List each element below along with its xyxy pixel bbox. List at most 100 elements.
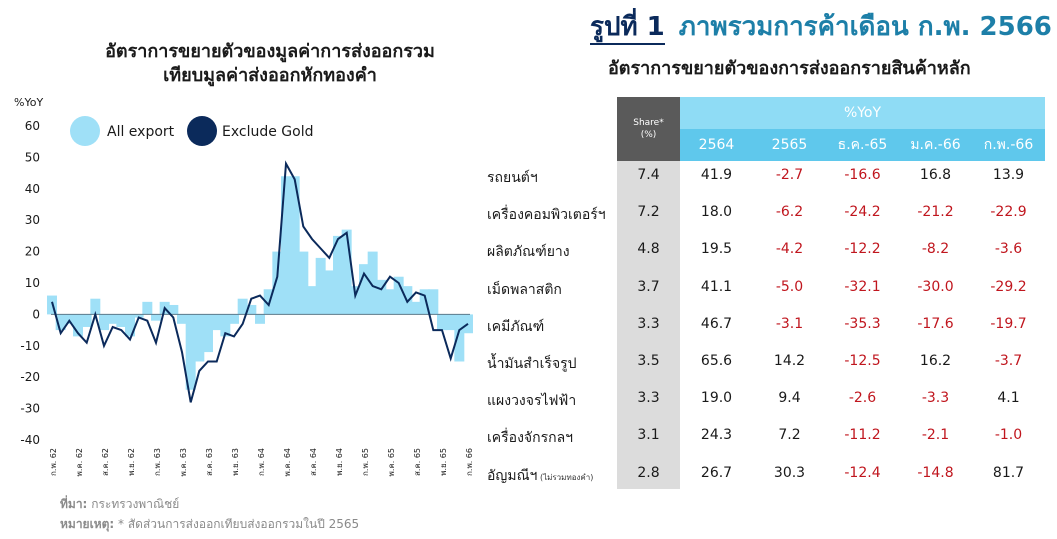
row-label: รถยนต์ฯ — [487, 170, 538, 186]
yoy-cell: 9.4 — [778, 390, 801, 407]
x-tick-label: ก.พ. 62 — [49, 448, 58, 476]
yoy-cell: -12.5 — [844, 353, 881, 369]
row-label: เม็ดพลาสติก — [487, 281, 562, 298]
x-tick-label: พ.ย. 64 — [335, 448, 344, 476]
year-header: ก.พ.-66 — [972, 129, 1045, 161]
all-export-bar — [393, 276, 404, 315]
x-tick-label: ส.ค. 65 — [413, 448, 422, 476]
all-export-bar — [90, 298, 101, 315]
figure-number: รูปที่ 1 — [590, 12, 665, 45]
source-note: ที่มา: กระทรวงพาณิชย์ — [60, 494, 359, 514]
share-cell: 3.1 — [637, 427, 660, 444]
share-cell: 4.8 — [637, 241, 660, 258]
x-tick-label: ส.ค. 63 — [205, 448, 214, 476]
year-header: ธ.ค.-65 — [826, 129, 899, 161]
yoy-cell: 46.7 — [700, 315, 733, 332]
all-export-bar — [315, 257, 326, 315]
x-tick-label: พ.ย. 63 — [231, 448, 240, 476]
yoy-cell: -5.0 — [775, 278, 804, 295]
all-export-bar — [350, 286, 361, 315]
yoy-cell: -6.2 — [775, 204, 804, 221]
all-export-bar — [255, 314, 265, 324]
all-export-bar — [411, 301, 421, 315]
yoy-cell: -3.3 — [921, 390, 950, 407]
all-export-bar — [194, 314, 205, 362]
share-header-label: Share* — [633, 118, 664, 128]
row-label: เครื่องจักรกลฯ — [487, 430, 574, 447]
yoy-cell: -2.6 — [848, 390, 877, 407]
all-export-bar — [116, 314, 127, 327]
row-label: แผงวงจรไฟฟ้า — [487, 393, 577, 410]
share-cell: 2.8 — [637, 464, 660, 481]
all-export-bars — [47, 176, 473, 390]
yoy-cell: -30.0 — [917, 278, 954, 295]
yoy-cell: -12.4 — [844, 464, 881, 481]
share-cell: 7.4 — [637, 167, 660, 183]
x-tick-label: ส.ค. 64 — [309, 448, 318, 476]
source-label: ที่มา: — [60, 497, 88, 511]
x-tick-label: ก.พ. 65 — [361, 448, 370, 476]
row-label-note: (ไม่รวมทองคำ) — [537, 472, 594, 482]
all-export-bar — [437, 314, 447, 331]
row-label: เคมีภัณฑ์ — [487, 318, 545, 335]
legend-exclude-gold-label: Exclude Gold — [222, 124, 314, 140]
legend-all-export-swatch — [70, 116, 100, 146]
yoy-cell: 26.7 — [700, 464, 733, 481]
all-export-bar — [376, 279, 387, 315]
yoy-cell: 19.5 — [700, 241, 733, 258]
yoy-cell: -3.1 — [775, 315, 804, 332]
yoy-cell: -1.0 — [994, 427, 1023, 444]
x-tick-label: ส.ค. 62 — [101, 448, 110, 476]
yoy-cell: -22.9 — [990, 204, 1027, 221]
yoy-cell: 7.2 — [778, 427, 801, 444]
all-export-bar — [272, 251, 283, 315]
all-export-bar — [125, 314, 135, 337]
all-export-bar — [73, 314, 83, 337]
yoy-cell: -3.7 — [994, 353, 1023, 369]
all-export-bar — [185, 314, 196, 390]
all-export-bar — [55, 314, 66, 331]
y-tick-label: -30 — [20, 402, 40, 416]
row-label: อัญมณีฯ (ไม่รวมทองคำ) — [487, 467, 594, 484]
yoy-cell: 14.2 — [773, 353, 806, 369]
y-tick-label: 50 — [25, 150, 40, 164]
y-tick-label: 30 — [25, 213, 40, 227]
all-export-bar — [168, 304, 179, 315]
legend-exclude-gold-swatch — [187, 116, 217, 146]
yoy-cell: -3.6 — [994, 241, 1023, 258]
y-tick-label: 0 — [32, 307, 40, 321]
yoy-cell: -2.1 — [921, 427, 950, 444]
share-header: Share* (%) — [617, 97, 680, 161]
year-header: 2564 — [680, 129, 753, 161]
chart-title-line1: อัตราการขยายตัวของมูลค่าการส่งออกรวม — [105, 41, 435, 62]
share-cell: 3.7 — [637, 278, 660, 295]
figure-title: รูปที่ 1 ภาพรวมการค้าเดือน ก.พ. 2566 — [590, 6, 1052, 47]
y-tick-label: 10 — [25, 276, 40, 290]
yoy-cell: -35.3 — [844, 315, 881, 332]
yoy-cell: -11.2 — [844, 427, 881, 444]
yoy-cell: -24.2 — [844, 204, 881, 221]
all-export-bar — [324, 270, 335, 315]
yoy-cell: -8.2 — [921, 241, 950, 258]
footnote: ที่มา: กระทรวงพาณิชย์ หมายเหตุ: * สัดส่ว… — [60, 494, 359, 534]
yoy-cell: 30.3 — [773, 464, 806, 481]
x-tick-label: พ.ย. 65 — [439, 448, 448, 476]
share-cell: 7.2 — [637, 204, 660, 221]
source-text: กระทรวงพาณิชย์ — [91, 497, 180, 511]
all-export-bar — [298, 251, 309, 315]
yoy-cell: 24.3 — [700, 427, 733, 444]
yoy-cell: -12.2 — [844, 241, 881, 258]
all-export-bar — [220, 314, 231, 337]
remark-note: หมายเหตุ: * สัดส่วนการส่งออกเทียบส่งออกร… — [60, 514, 359, 534]
yoy-cell: 81.7 — [992, 464, 1025, 481]
y-tick-label: 40 — [25, 182, 40, 196]
x-tick-label: พ.ค. 63 — [179, 448, 188, 476]
chart-legend: All export Exclude Gold — [70, 116, 314, 146]
remark-label: หมายเหตุ: — [60, 517, 115, 531]
all-export-bar — [237, 298, 248, 315]
row-label: ผลิตภัณฑ์ยาง — [487, 244, 570, 261]
yoy-cell: -16.6 — [844, 167, 881, 183]
all-export-bar — [211, 314, 222, 331]
x-tick-label: พ.ย. 62 — [127, 448, 136, 476]
yoy-cell: 41.9 — [700, 167, 733, 183]
